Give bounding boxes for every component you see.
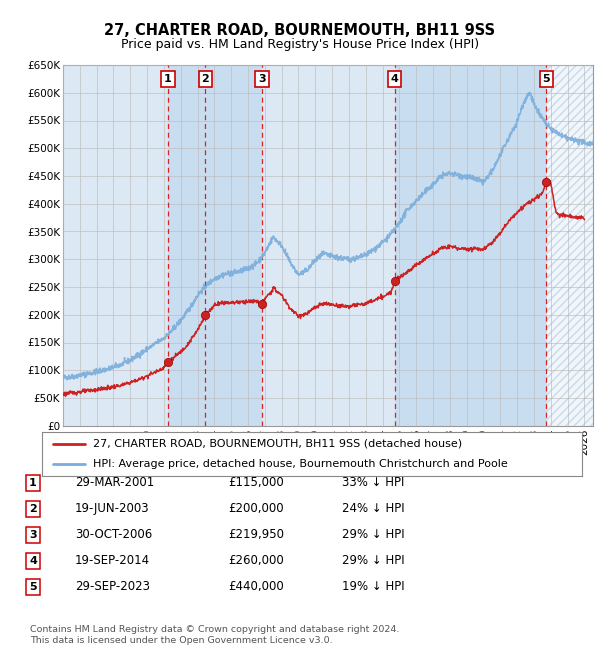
- Text: 1: 1: [29, 478, 37, 488]
- Text: 29% ↓ HPI: 29% ↓ HPI: [342, 554, 404, 567]
- Text: 29-SEP-2023: 29-SEP-2023: [75, 580, 150, 593]
- Text: 27, CHARTER ROAD, BOURNEMOUTH, BH11 9SS: 27, CHARTER ROAD, BOURNEMOUTH, BH11 9SS: [104, 23, 496, 38]
- Text: 29% ↓ HPI: 29% ↓ HPI: [342, 528, 404, 541]
- Text: Contains HM Land Registry data © Crown copyright and database right 2024.
This d: Contains HM Land Registry data © Crown c…: [30, 625, 400, 645]
- Text: 5: 5: [542, 74, 550, 84]
- Text: £115,000: £115,000: [228, 476, 284, 489]
- Text: £440,000: £440,000: [228, 580, 284, 593]
- Bar: [168, 65, 205, 426]
- Text: 5: 5: [29, 582, 37, 592]
- Text: 27, CHARTER ROAD, BOURNEMOUTH, BH11 9SS (detached house): 27, CHARTER ROAD, BOURNEMOUTH, BH11 9SS …: [94, 439, 463, 448]
- Text: £219,950: £219,950: [228, 528, 284, 541]
- Text: 3: 3: [29, 530, 37, 540]
- Text: 33% ↓ HPI: 33% ↓ HPI: [342, 476, 404, 489]
- Text: 19% ↓ HPI: 19% ↓ HPI: [342, 580, 404, 593]
- Text: 2: 2: [29, 504, 37, 514]
- Text: 30-OCT-2006: 30-OCT-2006: [75, 528, 152, 541]
- Text: 19-JUN-2003: 19-JUN-2003: [75, 502, 149, 515]
- Text: 19-SEP-2014: 19-SEP-2014: [75, 554, 150, 567]
- Text: 1: 1: [164, 74, 172, 84]
- Text: 29-MAR-2001: 29-MAR-2001: [75, 476, 154, 489]
- Text: £200,000: £200,000: [228, 502, 284, 515]
- Text: 3: 3: [258, 74, 266, 84]
- Bar: [547, 65, 593, 426]
- Text: HPI: Average price, detached house, Bournemouth Christchurch and Poole: HPI: Average price, detached house, Bour…: [94, 459, 508, 469]
- Bar: [395, 65, 547, 426]
- Bar: [205, 65, 262, 426]
- Text: £260,000: £260,000: [228, 554, 284, 567]
- Text: Price paid vs. HM Land Registry's House Price Index (HPI): Price paid vs. HM Land Registry's House …: [121, 38, 479, 51]
- Text: 4: 4: [29, 556, 37, 566]
- Text: 4: 4: [391, 74, 398, 84]
- Text: 2: 2: [202, 74, 209, 84]
- Text: 24% ↓ HPI: 24% ↓ HPI: [342, 502, 404, 515]
